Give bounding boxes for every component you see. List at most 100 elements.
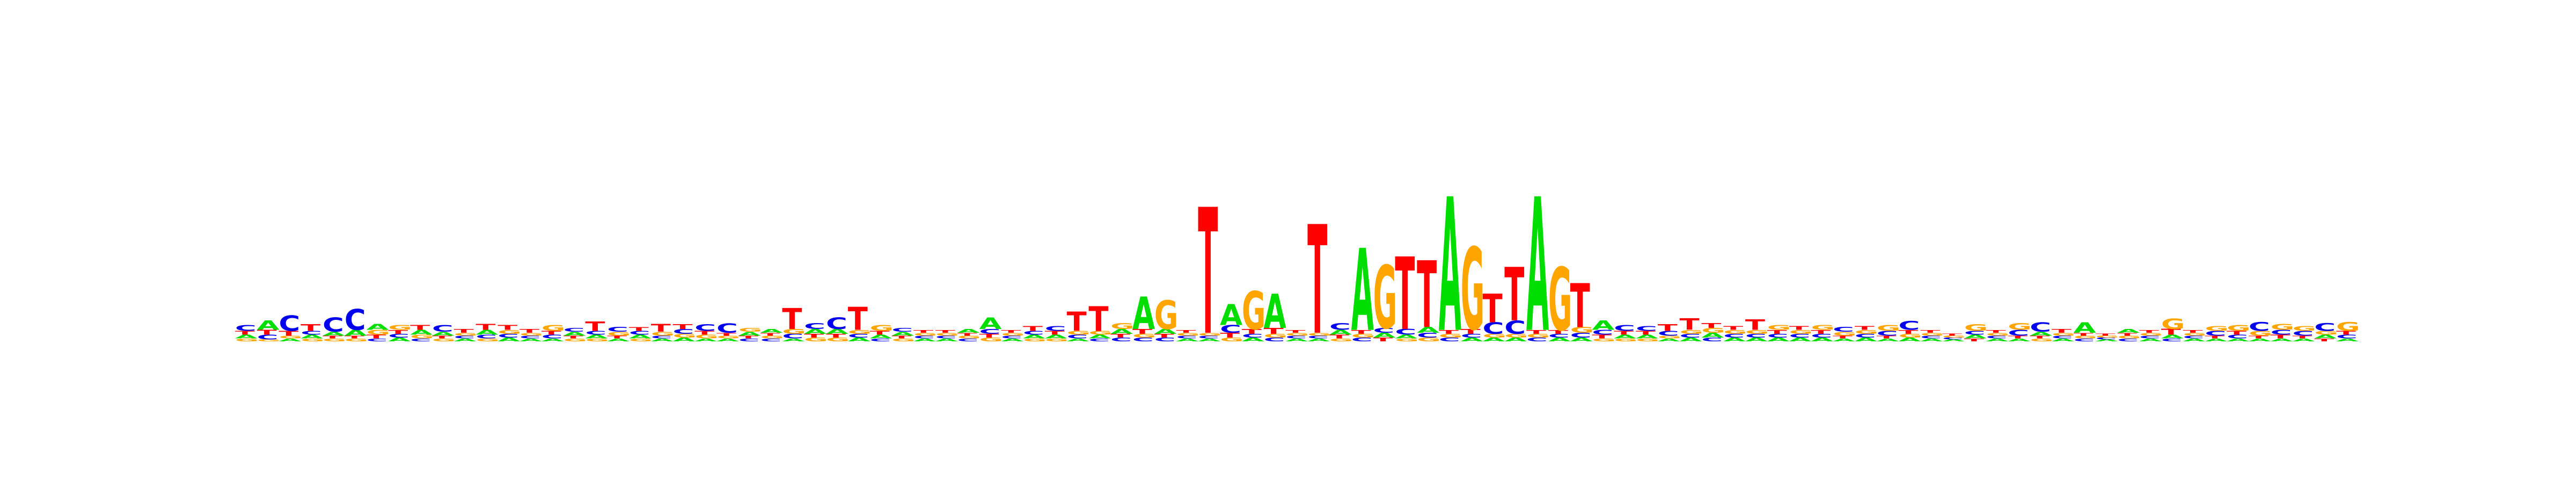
- logo-letter-T: T: [2161, 327, 2181, 336]
- logo-letter-T: T: [2052, 328, 2072, 334]
- logo-letter-C: C: [870, 338, 891, 342]
- logo-letter-C: C: [541, 334, 563, 340]
- logo-letter-A: A: [1373, 332, 1396, 339]
- logo-letter-A: A: [257, 318, 280, 333]
- logo-letter-T: T: [2074, 332, 2094, 336]
- logo-letter-A: A: [651, 338, 674, 342]
- logo-letter-C: C: [1067, 334, 1088, 340]
- logo-letter-T: T: [454, 328, 474, 334]
- logo-letter-T: T: [672, 323, 692, 331]
- logo-letter-C: C: [1351, 336, 1373, 342]
- logo-letter-C: C: [1789, 333, 1810, 339]
- logo-letter-G: G: [1614, 338, 1638, 342]
- logo-letter-A: A: [870, 334, 893, 340]
- logo-letter-C: C: [1329, 321, 1351, 332]
- logo-letter-C: C: [2095, 337, 2117, 340]
- logo-letter-C: C: [760, 338, 782, 342]
- logo-letter-A: A: [2030, 331, 2053, 337]
- logo-letter-C: C: [716, 320, 738, 335]
- logo-letter-C: C: [2227, 334, 2248, 340]
- logo-letter-G: G: [454, 332, 478, 336]
- logo-letter-C: C: [826, 314, 847, 333]
- logo-letter-G: G: [957, 335, 982, 339]
- logo-letter-A: A: [279, 338, 301, 342]
- logo-letter-C: C: [1745, 333, 1767, 339]
- logo-letter-C: C: [475, 334, 497, 340]
- logo-letter-C: C: [388, 333, 409, 339]
- logo-letter-C: C: [2183, 335, 2205, 339]
- logo-letter-A: A: [1504, 336, 1527, 342]
- logo-letter-G: G: [564, 338, 588, 342]
- logo-letter-C: C: [1285, 335, 1307, 339]
- logo-letter-C: C: [2074, 338, 2095, 342]
- logo-letter-C: C: [2314, 321, 2336, 333]
- logo-letter-A: A: [694, 338, 717, 342]
- logo-letter-A: A: [2008, 338, 2030, 342]
- logo-letter-A: A: [1986, 338, 2008, 342]
- logo-letter-C: C: [432, 324, 453, 334]
- logo-letter-C: C: [2161, 338, 2183, 342]
- logo-letter-G: G: [1461, 225, 1485, 356]
- logo-letter-A: A: [782, 338, 804, 342]
- logo-letter-T: T: [1526, 329, 1547, 335]
- logo-letter-C: C: [672, 328, 694, 335]
- logo-letter-T: T: [1417, 241, 1437, 348]
- logo-letter-C: C: [979, 328, 1000, 335]
- logo-letter-A: A: [2205, 338, 2227, 342]
- logo-letter-G: G: [1132, 333, 1157, 339]
- logo-letter-T: T: [716, 332, 737, 336]
- logo-letter-G: G: [2139, 332, 2163, 336]
- logo-letter-C: C: [1439, 336, 1460, 342]
- logo-letter-C: C: [1023, 330, 1044, 336]
- logo-letter-G: G: [475, 338, 500, 342]
- logo-letter-T: T: [2336, 330, 2357, 336]
- logo-letter-T: T: [1614, 330, 1634, 336]
- logo-letter-C: C: [1176, 335, 1198, 339]
- logo-letter-C: C: [1504, 317, 1526, 338]
- logo-letter-C: C: [1920, 335, 1942, 339]
- logo-letter-T: T: [1745, 317, 1765, 333]
- logo-letter-A: A: [1942, 339, 1965, 342]
- logo-letter-G: G: [2161, 316, 2185, 332]
- logo-letter-C: C: [1242, 333, 1263, 339]
- logo-letter-C: C: [2008, 328, 2029, 338]
- logo-letter-C: C: [1986, 335, 2007, 339]
- logo-letter-C: C: [564, 327, 585, 333]
- logo-letter-C: C: [1001, 335, 1022, 339]
- logo-letter-A: A: [1307, 338, 1330, 342]
- logo-letter-T: T: [541, 330, 562, 336]
- logo-letter-A: A: [957, 328, 980, 334]
- logo-letter-C: C: [1088, 338, 1110, 342]
- logo-letter-A: A: [1745, 336, 1768, 342]
- logo-letter-C: C: [1877, 330, 1898, 337]
- logo-letter-G: G: [1176, 332, 1201, 336]
- logo-letter-T: T: [1680, 316, 1700, 334]
- logo-letter-A: A: [672, 336, 696, 342]
- logo-letter-A: A: [1877, 338, 1899, 342]
- logo-letter-G: G: [1833, 331, 1857, 337]
- logo-letter-A: A: [1023, 334, 1046, 340]
- logo-letter-G: G: [1636, 338, 1660, 342]
- logo-letter-T: T: [870, 330, 890, 336]
- logo-letter-T: T: [826, 333, 846, 339]
- logo-letter-A: A: [475, 328, 499, 336]
- logo-letter-G: G: [1242, 281, 1266, 342]
